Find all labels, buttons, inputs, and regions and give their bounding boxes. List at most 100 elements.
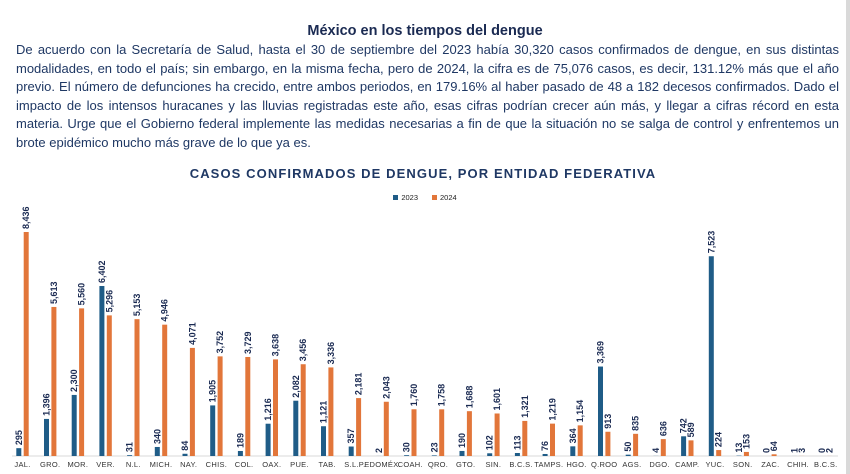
data-label-2023-23: 4	[651, 448, 661, 453]
data-label-2023-9: 1,216	[263, 398, 273, 421]
bar-2023-17	[487, 453, 493, 456]
data-label-2023-19: 76	[540, 441, 550, 451]
bar-2023-7	[210, 405, 216, 456]
data-label-2023-11: 1,121	[319, 401, 329, 424]
category-label-22: AGS.	[622, 460, 641, 469]
bar-2024-15	[439, 409, 445, 456]
data-label-2024-18: 1,321	[520, 395, 530, 418]
data-label-2024-3: 5,296	[104, 290, 114, 313]
data-label-2024-12: 2,181	[354, 373, 364, 396]
bar-2024-6	[189, 347, 195, 456]
bar-2024-17	[494, 413, 500, 456]
data-label-2023-17: 102	[485, 435, 495, 450]
category-label-12: S.L.P.	[344, 460, 365, 469]
legend-swatch-2024	[432, 195, 437, 200]
data-label-2023-13: 2	[374, 448, 384, 453]
data-label-2023-29: 0	[817, 448, 827, 453]
category-label-10: PUE.	[290, 460, 309, 469]
data-label-2024-19: 1,219	[548, 398, 558, 421]
data-label-2024-4: 5,153	[132, 294, 142, 317]
data-label-2023-27: 0	[762, 448, 772, 453]
bar-2024-26	[743, 451, 749, 456]
category-label-17: SIN.	[486, 460, 502, 469]
bar-2023-3	[99, 286, 105, 456]
data-label-2024-21: 913	[603, 414, 613, 429]
data-label-2023-20: 364	[568, 428, 578, 443]
category-label-24: CAMP.	[675, 460, 699, 469]
chart-legend: 2023 2024	[0, 193, 850, 202]
data-label-2024-8: 3,729	[243, 331, 253, 354]
category-label-16: GTO.	[456, 460, 475, 469]
bar-2024-14	[411, 409, 417, 456]
data-label-2023-22: 50	[623, 442, 633, 452]
data-label-2024-27: 64	[769, 441, 779, 451]
bar-2024-20	[577, 425, 583, 456]
data-label-2024-5: 4,946	[160, 299, 170, 322]
bar-2023-4	[127, 455, 133, 456]
data-label-2023-0: 295	[14, 430, 24, 445]
data-label-2023-6: 84	[180, 441, 190, 451]
category-label-0: JAL.	[14, 460, 30, 469]
category-label-25: YUC.	[705, 460, 724, 469]
data-label-2024-9: 3,638	[271, 334, 281, 357]
category-label-6: NAY.	[180, 460, 197, 469]
category-label-15: QRO.	[428, 460, 448, 469]
data-label-2024-20: 1,154	[575, 400, 585, 423]
data-label-2023-15: 23	[429, 442, 439, 452]
data-label-2023-3: 6,402	[97, 260, 107, 283]
bar-2023-2	[71, 394, 77, 456]
data-label-2024-6: 4,071	[187, 322, 197, 345]
data-label-2023-7: 1,905	[208, 380, 218, 403]
bar-2024-5	[162, 324, 168, 456]
data-label-2023-21: 3,369	[596, 341, 606, 364]
data-label-2024-14: 1,760	[409, 384, 419, 407]
data-label-2023-16: 190	[457, 433, 467, 448]
bar-2023-16	[459, 450, 465, 456]
category-label-29: B.C.S.	[814, 460, 837, 469]
data-label-2024-29: 2	[825, 448, 835, 453]
bar-2024-9	[273, 359, 278, 456]
bar-2024-2	[79, 308, 85, 456]
bar-2024-23	[660, 439, 666, 456]
page-title: México en los tiempos del dengue	[307, 23, 543, 39]
data-label-2024-2: 5,560	[77, 283, 87, 306]
bar-2023-1	[44, 418, 49, 456]
category-label-7: CHIS.	[206, 460, 228, 469]
bar-2024-19	[550, 423, 555, 456]
category-label-11: TAB.	[319, 460, 336, 469]
data-label-2023-10: 2,082	[291, 375, 301, 398]
legend-item-2024: 2024	[432, 193, 457, 202]
data-label-2024-28: 3	[797, 448, 807, 453]
bar-2023-9	[265, 423, 271, 456]
data-label-2023-18: 113	[512, 435, 522, 450]
data-label-2024-0: 8,436	[21, 206, 31, 229]
bar-2024-27	[771, 454, 777, 456]
category-label-18: B.C.S.	[509, 460, 532, 469]
data-label-2023-4: 31	[125, 442, 135, 452]
data-label-2023-25: 7,523	[706, 231, 716, 254]
category-label-14: COAH.	[398, 460, 423, 469]
data-label-2023-14: 30	[402, 442, 412, 452]
bar-2023-20	[570, 446, 576, 456]
data-label-2023-2: 2,300	[69, 369, 79, 392]
category-label-26: SON.	[733, 460, 753, 469]
chart-title: CASOS CONFIRMADOS DE DENGUE, POR ENTIDAD…	[189, 166, 657, 181]
data-label-2024-11: 3,336	[326, 342, 336, 365]
bar-2023-11	[321, 426, 326, 456]
data-label-2024-7: 3,752	[215, 331, 225, 354]
bar-2024-13	[383, 401, 389, 456]
bar-2024-12	[356, 398, 362, 456]
category-label-8: COL.	[235, 460, 254, 469]
category-label-3: VER.	[96, 460, 115, 469]
data-label-2023-28: 1	[789, 448, 799, 453]
bar-2024-8	[245, 356, 251, 456]
category-label-27: ZAC.	[761, 460, 779, 469]
bar-2023-10	[293, 400, 299, 456]
data-label-2023-5: 340	[152, 429, 162, 444]
data-label-2024-17: 1,601	[492, 388, 502, 411]
data-label-2023-12: 357	[346, 428, 356, 443]
legend-label-2023: 2023	[401, 193, 418, 202]
legend-swatch-2023	[393, 195, 399, 200]
data-label-2023-26: 13	[734, 443, 744, 453]
